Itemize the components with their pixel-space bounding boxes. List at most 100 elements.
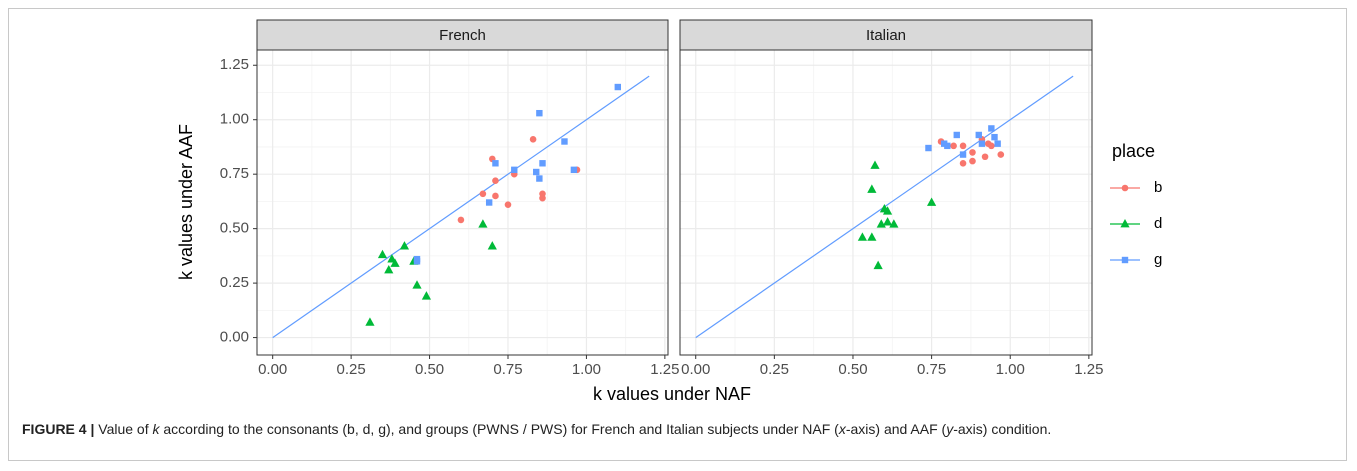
- point: [969, 149, 976, 156]
- point: [975, 131, 982, 139]
- legend-key-marker: [1120, 219, 1130, 228]
- caption-label: FIGURE 4 |: [22, 421, 95, 437]
- facet-strip: [256, 19, 669, 51]
- point: [492, 160, 499, 167]
- panel-background: [680, 50, 1092, 355]
- point: [889, 219, 899, 228]
- point: [959, 142, 967, 150]
- point: [384, 265, 394, 274]
- point: [413, 258, 421, 265]
- figure-frame: [8, 8, 1347, 461]
- point: [539, 194, 546, 202]
- point: [882, 206, 893, 215]
- legend-label: b: [1154, 179, 1162, 196]
- x-tick-label: 0.75: [917, 361, 946, 378]
- point: [870, 160, 880, 169]
- point: [927, 197, 937, 206]
- point: [882, 217, 893, 226]
- legend-title: place: [1112, 141, 1155, 161]
- caption-text: according to the consonants (b, d, g), a…: [159, 421, 839, 437]
- point: [377, 249, 388, 259]
- reference-line: [272, 75, 650, 339]
- point: [485, 199, 493, 206]
- legend-label: g: [1154, 251, 1162, 268]
- point: [536, 109, 543, 117]
- point: [536, 175, 543, 182]
- point: [991, 133, 998, 141]
- x-tick-label: 0.00: [258, 361, 287, 378]
- point: [390, 258, 400, 267]
- x-tick-label: 1.25: [650, 361, 679, 378]
- point: [365, 317, 375, 326]
- point: [953, 131, 960, 139]
- x-tick-label: 1.25: [1074, 361, 1103, 378]
- point: [492, 177, 499, 185]
- point: [925, 144, 932, 152]
- caption: FIGURE 4 | Value of k according to the c…: [22, 421, 1051, 437]
- caption-text: x: [838, 421, 846, 437]
- x-tick-label: 1.00: [996, 361, 1025, 378]
- x-tick-label: 0.25: [337, 361, 366, 378]
- point: [457, 216, 465, 224]
- chart: k values under NAF k values under AAF pl…: [176, 19, 1162, 404]
- point: [997, 151, 1005, 158]
- y-tick-label: 0.50: [220, 220, 249, 237]
- legend-label: d: [1154, 215, 1162, 232]
- caption-text: -axis) condition.: [953, 421, 1052, 437]
- point: [944, 142, 951, 150]
- point: [988, 142, 995, 150]
- point: [969, 157, 976, 165]
- y-axis-label: k values under AAF: [176, 124, 196, 280]
- point: [479, 190, 487, 198]
- point: [504, 201, 512, 208]
- y-tick-label: 1.25: [220, 56, 249, 73]
- point: [533, 168, 540, 176]
- x-tick-label: 0.00: [681, 361, 710, 378]
- point: [399, 241, 410, 250]
- point: [876, 219, 886, 228]
- x-tick-label: 0.75: [493, 361, 522, 378]
- point: [994, 140, 1001, 147]
- point: [478, 219, 488, 228]
- caption-text: -axis) and AAF (: [845, 421, 947, 437]
- point: [873, 260, 883, 270]
- panel-background: [257, 50, 668, 355]
- point: [492, 192, 499, 200]
- x-tick-label: 0.25: [760, 361, 789, 378]
- y-tick-label: 0.00: [220, 329, 249, 346]
- point: [867, 232, 877, 241]
- y-tick-label: 0.75: [220, 165, 249, 182]
- point: [867, 184, 877, 193]
- y-tick-label: 0.25: [220, 274, 249, 291]
- point: [487, 241, 497, 250]
- point: [570, 166, 578, 174]
- point: [988, 125, 995, 132]
- point: [959, 159, 967, 167]
- legend-key-marker: [1121, 184, 1129, 192]
- facet-title: Italian: [866, 27, 906, 44]
- caption-text: Value of: [98, 421, 153, 437]
- x-tick-label: 0.50: [838, 361, 867, 378]
- legend-key-marker: [1121, 256, 1129, 264]
- point: [421, 291, 432, 300]
- y-tick-label: 1.00: [220, 111, 249, 128]
- point: [412, 280, 422, 289]
- point: [857, 232, 868, 241]
- point: [950, 142, 957, 150]
- point: [959, 151, 967, 158]
- point: [614, 83, 622, 91]
- point: [529, 136, 537, 143]
- x-axis-label: k values under NAF: [593, 384, 751, 404]
- point: [561, 138, 568, 145]
- point: [978, 140, 986, 147]
- point: [981, 153, 989, 161]
- caption-text: y: [946, 421, 954, 437]
- x-tick-label: 1.00: [572, 361, 601, 378]
- point: [539, 160, 546, 167]
- caption-text: k: [152, 421, 160, 437]
- x-tick-label: 0.50: [415, 361, 444, 378]
- facet-strip: [679, 19, 1093, 51]
- facet-title: French: [439, 27, 486, 44]
- point: [511, 166, 518, 174]
